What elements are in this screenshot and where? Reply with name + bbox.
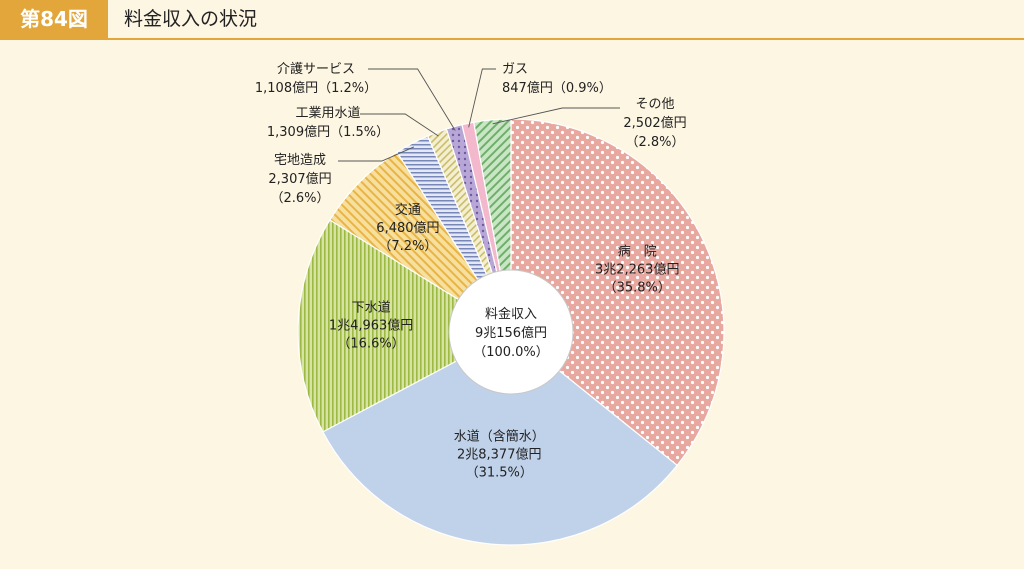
slice-name: 宅地造成 [274,153,326,168]
figure-header: 第84図 料金収入の状況 [0,0,1024,40]
slice-label-5: 宅地造成 2,307億円 （2.6%） [268,153,331,206]
pie-slice-1 [510,118,725,467]
slice-name: その他 [635,97,674,112]
slice-label-7: 介護サービス 1,108億円（1.2%） [255,61,377,96]
slice-value: 2,307億円 [268,171,331,187]
leader-line-7 [368,68,456,131]
slice-value: 2兆8,377億円 [457,446,542,462]
slice-label-2: 水道（含簡水） 2兆8,377億円 （31.5%） [454,428,545,480]
slice-value: 1,108億円（1.2%） [255,80,377,96]
slice-labels: 病 院 3兆2,263億円 （35.8%） 水道（含簡水） 2兆8,377億円 （31.5… [255,61,687,480]
leader-line-6 [360,113,439,137]
slice-value: 3兆2,263億円 [595,261,680,277]
slice-percent: （31.5%） [466,465,533,480]
slice-label-3: 下水道 1兆4,963億円 （16.6%） [329,300,414,351]
slice-label-9: その他 2,502億円 （2.8%） [623,97,686,150]
slice-name: 病 院 [618,244,657,259]
slice-name: 交通 [395,202,421,218]
center-label: 料金収入 9兆156億円 （100.0%） [473,306,549,360]
slice-value: 1兆4,963億円 [329,317,414,333]
slice-percent: （35.8%） [604,280,671,295]
slice-name: 工業用水道 [295,105,360,121]
slice-percent: （2.6%） [270,191,329,206]
figure-number: 第84図 [0,0,108,38]
slice-name: 下水道 [352,300,391,315]
leader-line-9 [492,107,620,125]
slice-name: ガス [502,62,528,77]
center-hole [448,269,574,395]
leader-lines [338,68,620,162]
center-label-line2: 9兆156億円 [475,325,547,341]
slice-name: 水道（含簡水） [454,428,545,444]
slice-label-1: 病 院 3兆2,263億円 （35.8%） [595,244,680,295]
slice-value: 6,480億円 [376,220,439,236]
figure-title: 料金収入の状況 [124,8,258,30]
slice-value: 2,502億円 [623,115,686,131]
pie-slice-3 [297,219,513,433]
slice-percent: （16.6%） [337,336,404,351]
slice-value: 1,309億円（1.5%） [267,124,389,140]
slice-label-8: ガス 847億円（0.9%） [502,62,612,96]
leader-line-5 [338,146,415,162]
slice-percent: （7.2%） [378,239,437,254]
slice-value: 847億円（0.9%） [502,80,612,96]
center-label-line1: 料金収入 [485,306,537,322]
slice-name: 介護サービス [277,61,355,77]
slice-label-6: 工業用水道 1,309億円（1.5%） [267,105,389,140]
slice-percent: （2.8%） [625,135,684,150]
slice-label-4: 交通 6,480億円 （7.2%） [376,202,439,254]
center-label-line3: （100.0%） [473,345,549,360]
leader-line-8 [468,68,496,128]
